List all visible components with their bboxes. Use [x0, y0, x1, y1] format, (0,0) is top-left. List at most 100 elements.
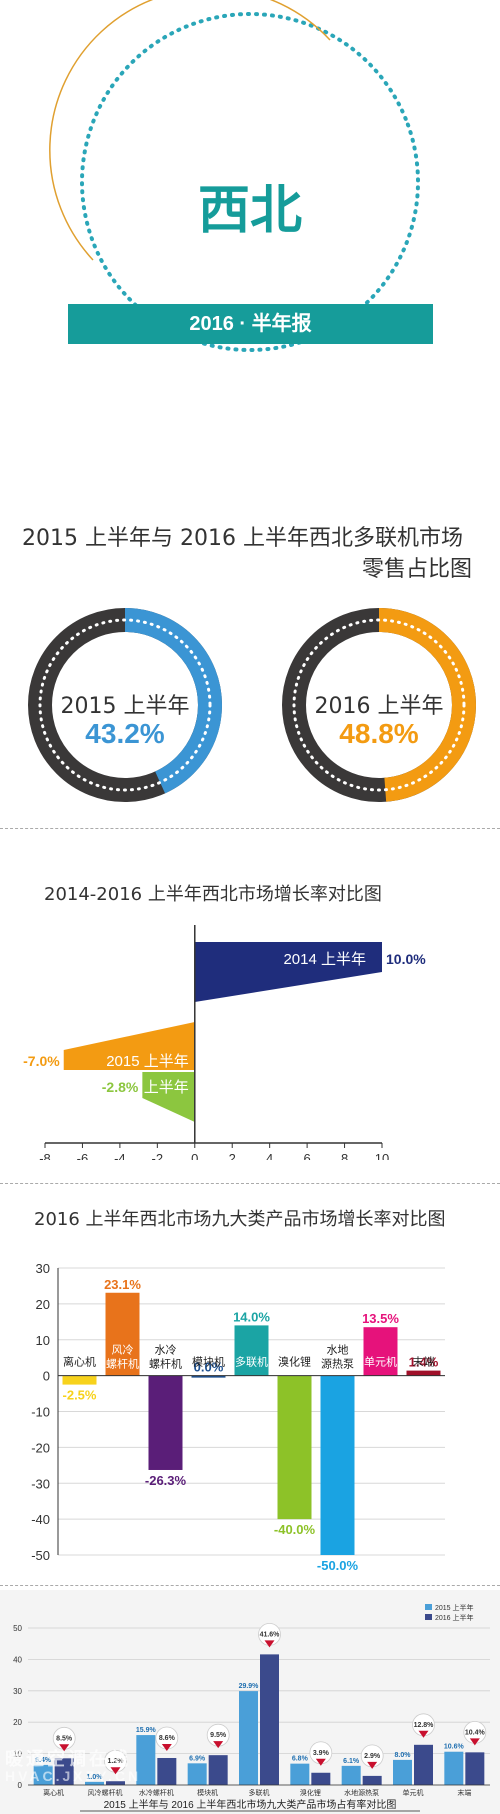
- growth-tick-label: -2: [152, 1151, 164, 1160]
- share-tick-label: 10: [13, 1750, 22, 1759]
- share-title-line1: 2015 上半年与 2016 上半年西北多联机市场: [22, 526, 463, 551]
- products-growth-title: 2016 上半年西北市场九大类产品市场增长率对比图: [34, 1209, 446, 1230]
- share-bar-2015-8: [444, 1751, 464, 1785]
- share-bubble-arrow-0: [59, 1744, 70, 1752]
- share-label-2016-3: 9.5%: [210, 1732, 227, 1739]
- products-tick-label: -40: [31, 1512, 50, 1527]
- products-bar-5: [277, 1375, 312, 1520]
- share-bubble-arrow-6: [367, 1761, 378, 1769]
- divider-1: [0, 828, 500, 829]
- products-bar-6: [320, 1375, 355, 1555]
- growth-value-label-0: 10.0%: [386, 951, 426, 967]
- share-label-2016-2: 8.6%: [159, 1735, 176, 1742]
- share-tick-label: 50: [13, 1624, 22, 1633]
- share-category-label-3: 模块机: [197, 1788, 218, 1797]
- share-legend-2015: 2015 上半年: [435, 1603, 474, 1612]
- share-label-2016-4: 41.6%: [260, 1631, 281, 1638]
- donut-dots: [292, 618, 466, 792]
- header-title: 西北: [197, 181, 302, 241]
- share-bar-2016-3: [208, 1755, 228, 1785]
- products-bar-2: [148, 1375, 183, 1470]
- share-label-2015-2: 15.9%: [136, 1727, 157, 1734]
- products-value-label-6: -50.0%: [317, 1558, 359, 1570]
- share-bar-2015-5: [290, 1763, 310, 1785]
- products-growth-chart: 30 20 10 0 -10 -20 -30 -40 -50 -2.5% 离心机 23.1% 风冷螺杆机…: [31, 1261, 445, 1570]
- share-bar-2016-2: [157, 1757, 177, 1785]
- share-bubble-arrow-1: [110, 1767, 121, 1775]
- share-label-2016-6: 2.9%: [364, 1753, 381, 1760]
- products-tick-label: 0: [43, 1369, 50, 1384]
- share-label-2015-5: 6.8%: [292, 1756, 309, 1763]
- growth-bar-2: [142, 1072, 195, 1122]
- growth-tick-label: 6: [303, 1151, 310, 1160]
- share-tick-label: 30: [13, 1687, 22, 1696]
- products-bar-0: [62, 1375, 97, 1385]
- share-bubble-arrow-3: [213, 1741, 224, 1749]
- share-legend-swatch-2016: [425, 1614, 432, 1620]
- products-tick-label: -10: [31, 1405, 50, 1420]
- share-tick-label: 20: [13, 1718, 22, 1727]
- share-bar-2016-4: [260, 1654, 279, 1785]
- growth-tick-label: 8: [341, 1151, 348, 1160]
- share-label-2015-0: 6.4%: [35, 1757, 52, 1764]
- share-bar-2015-0: [33, 1764, 53, 1785]
- products-category-label-0: 离心机: [63, 1355, 96, 1369]
- products-value-label-2: -26.3%: [145, 1473, 187, 1488]
- share-bar-2016-5: [311, 1772, 331, 1785]
- growth-category-label-0: 2014 上半年: [283, 951, 366, 968]
- products-category-label-5: 溴化锂: [278, 1355, 311, 1369]
- share-legend-2016: 2016 上半年: [435, 1613, 474, 1622]
- share-bar-2016-1: [106, 1781, 125, 1785]
- growth-tick-label: 4: [266, 1151, 273, 1160]
- growth-tick-label: -6: [77, 1151, 89, 1160]
- products-category-label-7: 单元机: [364, 1355, 397, 1369]
- donut-2016-value: 48.8%: [339, 718, 419, 749]
- products-category-label-6: 源热泵: [321, 1357, 354, 1371]
- share-category-label-5: 溴化锂: [300, 1788, 321, 1797]
- share-label-2016-5: 3.9%: [313, 1750, 330, 1757]
- share-bar-2015-7: [393, 1759, 412, 1785]
- share-category-label-0: 离心机: [43, 1788, 64, 1797]
- share-bubble-arrow-4: [264, 1640, 275, 1648]
- products-category-label-2: 螺杆机: [149, 1357, 182, 1371]
- products-bar-7: [363, 1327, 398, 1376]
- products-value-label-8: 1.4%: [409, 1355, 439, 1370]
- products-bar-8: [406, 1370, 441, 1376]
- products-category-label-3: 模块机: [192, 1355, 225, 1369]
- share-label-2015-8: 10.6%: [444, 1744, 465, 1751]
- divider-2: [0, 1183, 500, 1184]
- share-bar-2016-0: [54, 1758, 74, 1785]
- products-tick-label: -50: [31, 1548, 50, 1563]
- products-category-label-4: 多联机: [235, 1355, 268, 1369]
- share-tick-label: 40: [13, 1655, 22, 1664]
- share-bar-2015-1: [85, 1781, 104, 1785]
- growth-title: 2014-2016 上半年西北市场增长率对比图: [44, 884, 382, 905]
- products-bar-4: [234, 1325, 269, 1376]
- share-bar-2015-6: [341, 1765, 361, 1785]
- products-category-label-2: 水冷: [155, 1344, 177, 1357]
- watermark-url: HVAC.JXZY.CN: [5, 1768, 142, 1784]
- donut-2015-value: 43.2%: [85, 718, 165, 749]
- share-category-label-4: 多联机: [249, 1788, 270, 1797]
- products-category-label-1: 螺杆机: [106, 1357, 139, 1371]
- share-category-label-8: 末端: [457, 1788, 471, 1797]
- share-bar-2016-6: [362, 1775, 382, 1785]
- products-value-label-7: 13.5%: [362, 1311, 399, 1326]
- donut-2016-period: 2016 上半年: [314, 694, 444, 719]
- growth-category-label-1: 2015 上半年: [106, 1053, 189, 1070]
- products-tick-label: -30: [31, 1476, 50, 1491]
- share-tick-label: 0: [18, 1781, 23, 1790]
- growth-bar-0: [194, 942, 382, 1002]
- watermark: 暖通空调在线: [5, 1749, 131, 1769]
- products-bar-3: [191, 1375, 226, 1378]
- products-value-label-5: -40.0%: [274, 1522, 316, 1537]
- share-label-2016-1: 1.2%: [108, 1758, 125, 1765]
- growth-bar-1: [63, 1022, 195, 1070]
- products-value-label-0: -2.5%: [63, 1388, 97, 1403]
- donut-dots: [38, 618, 212, 792]
- share-donuts: [28, 608, 476, 802]
- products-tick-label: -20: [31, 1440, 50, 1455]
- products-tick-label: 10: [36, 1333, 50, 1348]
- share-label-2016-0: 8.5%: [56, 1735, 73, 1742]
- share-bar-2015-3: [187, 1763, 207, 1785]
